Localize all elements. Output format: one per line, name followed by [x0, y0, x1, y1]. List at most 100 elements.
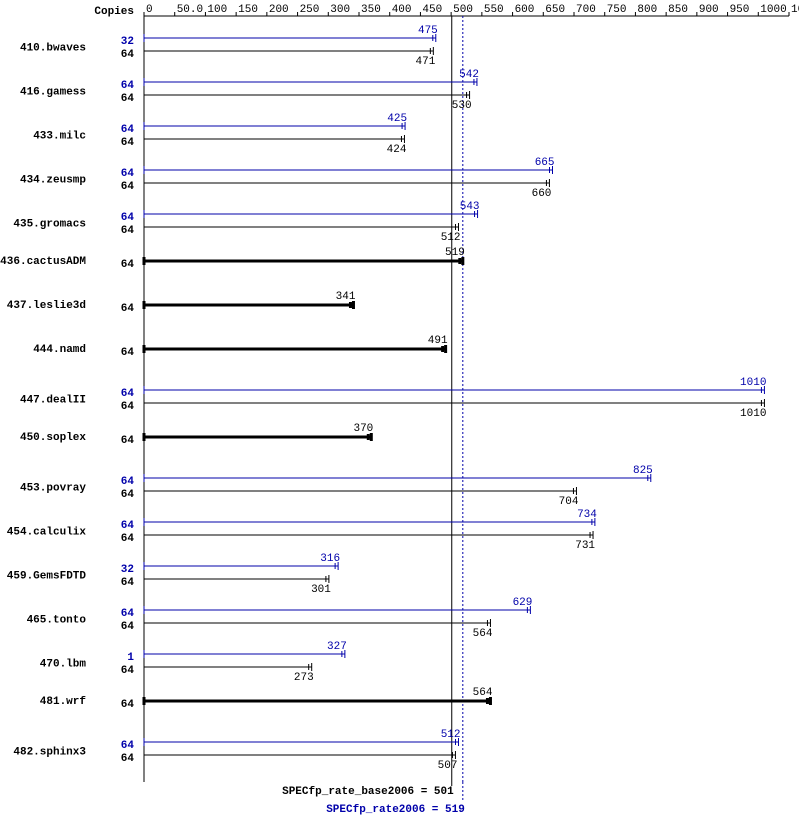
value-peak: 475 — [418, 25, 438, 37]
value-base: 704 — [559, 496, 579, 508]
value-base: 370 — [353, 423, 373, 435]
benchmark-label: 434.zeusmp — [20, 174, 86, 186]
x-tick-label: 950 — [730, 4, 750, 16]
benchmark-label: 482.sphinx3 — [13, 746, 86, 758]
copies-base: 64 — [121, 621, 135, 633]
copies-base: 64 — [121, 347, 135, 359]
value-peak: 825 — [633, 465, 653, 477]
copies-peak: 1 — [127, 652, 134, 664]
copies-peak: 64 — [121, 388, 135, 400]
copies-header: Copies — [94, 6, 134, 18]
copies-base: 64 — [121, 665, 135, 677]
x-tick-label: 750 — [607, 4, 627, 16]
value-base: 1010 — [740, 408, 766, 420]
value-peak: 1010 — [740, 377, 766, 389]
benchmark-label: 447.dealII — [20, 394, 86, 406]
copies-base: 64 — [121, 225, 135, 237]
value-peak: 543 — [460, 201, 480, 213]
value-base: 660 — [532, 188, 552, 200]
copies-peak: 64 — [121, 608, 135, 620]
benchmark-label: 436.cactusADM — [0, 256, 86, 268]
benchmark-label: 454.calculix — [7, 526, 87, 538]
benchmark-label: 433.milc — [33, 130, 86, 142]
value-base: 530 — [452, 100, 472, 112]
copies-base: 64 — [121, 49, 135, 61]
benchmark-chart: Copies 0 50.0 100 150 200 250 300 350 400 450 500 55… — [0, 0, 799, 831]
copies-base: 64 — [121, 699, 135, 711]
copies-base: 64 — [121, 137, 135, 149]
benchmark-label: 453.povray — [20, 482, 86, 494]
benchmark-label: 444.namd — [33, 344, 86, 356]
benchmark-label: 437.leslie3d — [7, 300, 86, 312]
copies-base: 64 — [121, 303, 135, 315]
benchmark-label: 459.GemsFDTD — [7, 570, 87, 582]
copies-peak: 64 — [121, 124, 135, 136]
copies-base: 64 — [121, 181, 135, 193]
benchmark-label: 416.gamess — [20, 86, 86, 98]
value-peak: 542 — [459, 69, 479, 81]
x-tick-label: 1000 — [760, 4, 786, 16]
value-base: 341 — [336, 291, 356, 303]
value-base: 512 — [441, 232, 461, 244]
copies-base: 64 — [121, 401, 135, 413]
x-tick-label: 800 — [637, 4, 657, 16]
x-tick-label: 150 — [238, 4, 258, 16]
value-peak: 665 — [535, 157, 555, 169]
value-base: 564 — [473, 687, 493, 699]
copies-base: 64 — [121, 489, 135, 501]
copies-base: 64 — [121, 259, 135, 271]
value-peak: 734 — [577, 509, 597, 521]
x-tick-label: 350 — [361, 4, 381, 16]
value-base: 301 — [311, 584, 331, 596]
x-tick-label: 700 — [576, 4, 596, 16]
benchmark-label: 481.wrf — [40, 696, 87, 708]
x-tick-label: 50.0 — [177, 4, 203, 16]
benchmark-label: 465.tonto — [27, 614, 87, 626]
x-tick-label: 250 — [300, 4, 320, 16]
copies-peak: 64 — [121, 520, 135, 532]
x-tick-label: 600 — [515, 4, 535, 16]
value-base: 491 — [428, 335, 448, 347]
value-base: 564 — [473, 628, 493, 640]
copies-peak: 64 — [121, 740, 135, 752]
copies-base: 64 — [121, 753, 135, 765]
x-tick-label: 900 — [699, 4, 719, 16]
x-tick-label: 300 — [330, 4, 350, 16]
value-base: 507 — [438, 760, 458, 772]
value-peak: 425 — [387, 113, 407, 125]
copies-base: 64 — [121, 577, 135, 589]
x-tick-label: 0 — [146, 4, 153, 16]
x-tick-label: 100 — [207, 4, 227, 16]
x-tick-label: 200 — [269, 4, 289, 16]
x-tick-label: 400 — [392, 4, 412, 16]
value-base: 273 — [294, 672, 314, 684]
value-base: 471 — [416, 56, 436, 68]
copies-base: 64 — [121, 93, 135, 105]
copies-peak: 32 — [121, 564, 134, 576]
value-peak: 316 — [320, 553, 340, 565]
x-tick-label: 1050 — [791, 4, 799, 16]
x-tick-label: 550 — [484, 4, 504, 16]
copies-base: 64 — [121, 435, 135, 447]
copies-peak: 64 — [121, 476, 135, 488]
x-tick-label: 450 — [422, 4, 442, 16]
value-peak: 629 — [513, 597, 533, 609]
benchmark-label: 470.lbm — [40, 658, 87, 670]
copies-peak: 32 — [121, 36, 134, 48]
value-peak: 327 — [327, 641, 347, 653]
value-base: 519 — [445, 247, 465, 259]
benchmark-label: 450.soplex — [20, 432, 86, 444]
value-base: 731 — [575, 540, 595, 552]
copies-base: 64 — [121, 533, 135, 545]
value-base: 424 — [387, 144, 407, 156]
x-tick-label: 650 — [545, 4, 565, 16]
copies-peak: 64 — [121, 80, 135, 92]
summary-base: SPECfp_rate_base2006 = 501 — [282, 786, 454, 798]
copies-peak: 64 — [121, 212, 135, 224]
benchmark-label: 435.gromacs — [13, 218, 86, 230]
benchmark-label: 410.bwaves — [20, 42, 86, 54]
copies-peak: 64 — [121, 168, 135, 180]
value-peak: 512 — [441, 729, 461, 741]
x-tick-label: 500 — [453, 4, 473, 16]
x-tick-label: 850 — [668, 4, 688, 16]
